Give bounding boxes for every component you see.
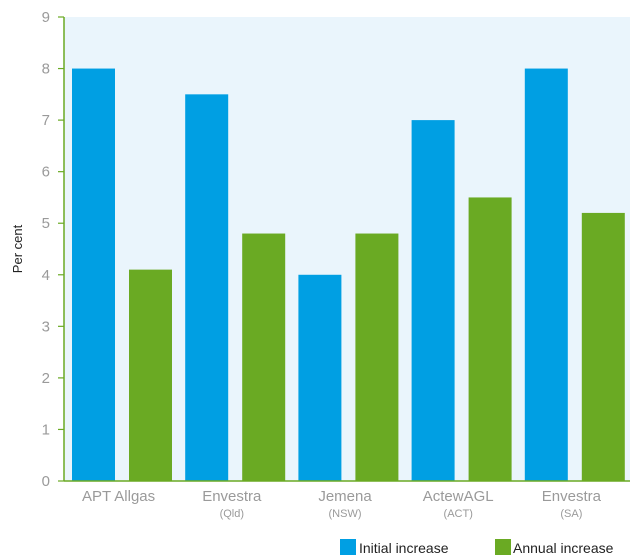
bar-initial-2 [298,274,342,481]
x-tick-label: Envestra [542,488,602,505]
bar-initial-3 [411,120,455,481]
legend-swatch-annual [495,539,511,555]
y-tick-label: 9 [42,9,50,26]
y-tick-label: 4 [42,267,50,284]
y-tick-label: 8 [42,61,50,78]
legend: Initial increase Annual increase [340,539,614,556]
x-tick-label: Envestra [202,488,262,505]
bar-annual-2 [355,233,399,481]
bar-annual-4 [581,212,625,481]
x-tick-label: APT Allgas [82,488,155,505]
bars [72,68,625,482]
x-tick-sublabel: (Qld) [220,508,244,520]
y-tick-label: 5 [42,215,50,232]
legend-swatch-initial [340,539,356,555]
y-tick-label: 1 [42,421,50,438]
bar-initial-4 [524,68,568,482]
x-tick-label: Jemena [318,488,372,505]
y-axis-ticks: 0 1 2 3 4 5 6 7 8 9 [42,9,64,490]
y-axis-label: Per cent [10,224,25,273]
bar-initial-1 [185,94,229,481]
y-tick-label: 0 [42,473,50,490]
legend-label-annual: Annual increase [513,540,614,556]
y-tick-label: 2 [42,370,50,387]
y-tick-label: 3 [42,318,50,335]
x-tick-label: ActewAGL [423,488,494,505]
legend-label-initial: Initial increase [359,540,449,556]
bar-annual-1 [242,233,286,481]
x-tick-sublabel: (NSW) [329,508,362,520]
x-tick-sublabel: (SA) [560,508,582,520]
bar-annual-3 [468,197,512,481]
x-tick-sublabel: (ACT) [444,508,473,520]
y-tick-label: 6 [42,164,50,181]
bar-initial-0 [72,68,115,482]
x-axis-labels: APT Allgas Envestra (Qld) Jemena (NSW) ActewA… [82,488,602,520]
y-tick-label: 7 [42,112,50,129]
bar-annual-0 [129,269,172,481]
